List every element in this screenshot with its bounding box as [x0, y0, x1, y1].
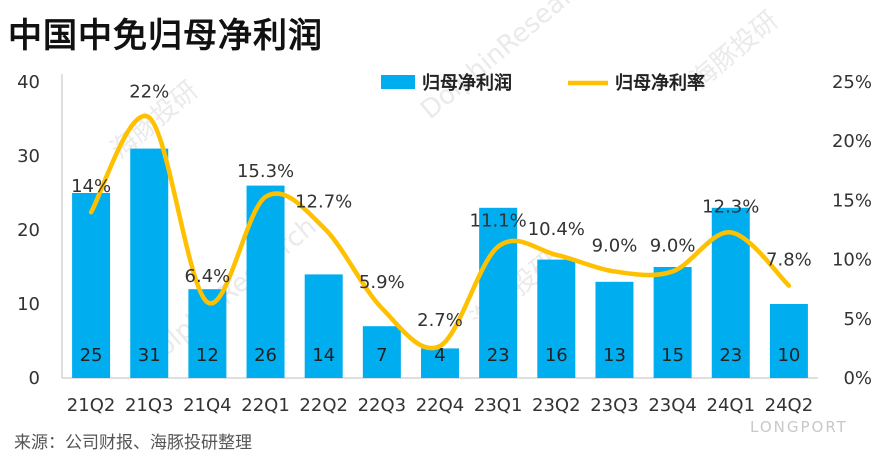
y-right-tick-label: 10%	[832, 250, 872, 271]
x-tick-label: 21Q4	[183, 395, 232, 416]
x-tick-label: 24Q2	[765, 395, 814, 416]
margin-value-label: 14%	[71, 176, 111, 197]
margin-value-label: 22%	[129, 82, 169, 103]
y-left-tick-label: 20	[17, 220, 40, 241]
data-labels: 25 31 12 26 14 7 4 23 16 13 15 23 1014%22%6.4%15.3%1…	[71, 82, 812, 366]
bar-value-label: 15	[661, 345, 684, 366]
bar-value-label: 12	[196, 345, 219, 366]
bar-value-label: 13	[603, 345, 626, 366]
y-left-tick-label: 10	[17, 294, 40, 315]
y-right-tick-label: 0%	[843, 368, 872, 389]
line-series	[88, 113, 792, 351]
bar-value-label: 7	[376, 345, 387, 366]
y-left-tick-label: 30	[17, 146, 40, 167]
bar	[304, 274, 343, 378]
bar-value-label: 16	[545, 345, 568, 366]
margin-value-label: 9.0%	[592, 235, 638, 256]
y-right-tick-label: 20%	[832, 131, 872, 152]
legend-bar-swatch	[381, 75, 415, 89]
x-tick-label: 22Q3	[358, 395, 407, 416]
margin-value-label: 12.7%	[295, 192, 352, 213]
bar	[421, 348, 459, 378]
margin-value-label: 2.7%	[417, 310, 463, 331]
x-tick-label: 23Q4	[648, 395, 697, 416]
x-tick-label: 24Q1	[707, 395, 756, 416]
x-tick-label: 23Q1	[474, 395, 523, 416]
bar-value-label: 26	[254, 345, 277, 366]
margin-line	[88, 113, 792, 351]
bar-value-label: 10	[777, 345, 800, 366]
bar	[653, 267, 692, 378]
bar-value-label: 23	[719, 345, 742, 366]
bar-value-label: 14	[312, 345, 335, 366]
bar	[130, 148, 169, 378]
margin-value-label: 11.1%	[470, 211, 527, 232]
y-right-tick-label: 25%	[832, 72, 872, 93]
bar	[595, 281, 634, 378]
axes: 0 10 20 30 40 0% 5% 10% 15% 20% 25% 21Q2 21Q3 21Q4 22Q…	[17, 72, 872, 416]
y-right-tick-label: 5%	[843, 309, 872, 330]
brand-watermark: LONGPORT	[750, 418, 848, 436]
legend-bar-label: 归母净利润	[422, 72, 512, 94]
x-tick-label: 23Q2	[532, 395, 581, 416]
bar	[769, 304, 808, 378]
bar-value-label: 31	[138, 345, 161, 366]
bar	[479, 207, 518, 378]
x-tick-label: 23Q3	[590, 395, 639, 416]
x-tick-label: 22Q4	[416, 395, 465, 416]
legend: 归母净利润 归母净利率	[381, 72, 705, 94]
watermark-text: DolphinResearch	[415, 0, 602, 125]
bar-value-label: 4	[434, 345, 445, 366]
margin-value-label: 5.9%	[359, 272, 405, 293]
bar-value-label: 25	[80, 345, 103, 366]
bar	[537, 259, 576, 378]
x-tick-label: 21Q3	[125, 395, 174, 416]
bar	[362, 326, 401, 378]
margin-value-label: 9.0%	[650, 235, 696, 256]
y-left-tick-label: 0	[29, 368, 40, 389]
y-left-tick-label: 40	[17, 72, 40, 93]
x-tick-label: 22Q2	[299, 395, 348, 416]
x-tick-label: 22Q1	[241, 395, 290, 416]
bar-value-label: 23	[487, 345, 510, 366]
bar	[72, 193, 111, 378]
y-right-tick-label: 15%	[832, 190, 872, 211]
legend-line-label: 归母净利率	[615, 72, 705, 94]
margin-value-label: 6.4%	[185, 266, 231, 287]
margin-value-label: 15.3%	[237, 161, 294, 182]
source-note: 来源：公司财报、海豚投研整理	[14, 433, 252, 453]
x-tick-label: 21Q2	[67, 395, 116, 416]
margin-value-label: 12.3%	[702, 196, 759, 217]
chart-title: 中国中免归母净利润	[8, 16, 323, 56]
margin-value-label: 7.8%	[766, 250, 812, 271]
margin-value-label: 10.4%	[528, 219, 585, 240]
